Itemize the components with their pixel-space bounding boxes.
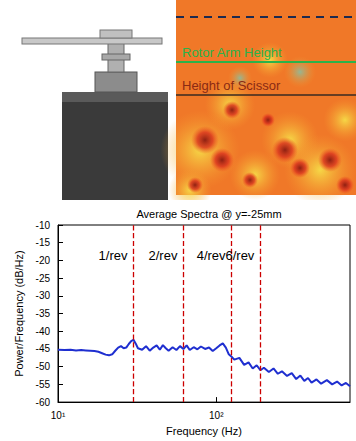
svg-text:-35: -35 bbox=[36, 308, 51, 319]
svg-text:-25: -25 bbox=[36, 273, 51, 284]
svg-text:-60: -60 bbox=[36, 397, 51, 408]
svg-text:-15: -15 bbox=[36, 237, 51, 248]
svg-text:-30: -30 bbox=[36, 290, 51, 301]
svg-text:Frequency (Hz): Frequency (Hz) bbox=[166, 425, 242, 437]
svg-text:-20: -20 bbox=[36, 255, 51, 266]
svg-text:Average Spectra @ y=-25mm: Average Spectra @ y=-25mm bbox=[136, 208, 281, 220]
svg-text:4/rev: 4/rev bbox=[197, 248, 226, 263]
svg-text:Power/Frequency (dB/Hz): Power/Frequency (dB/Hz) bbox=[13, 250, 25, 377]
svg-text:-40: -40 bbox=[36, 326, 51, 337]
svg-text:-55: -55 bbox=[36, 379, 51, 390]
svg-text:-45: -45 bbox=[36, 343, 51, 354]
svg-text:1/rev: 1/rev bbox=[99, 248, 128, 263]
svg-text:2/rev: 2/rev bbox=[148, 248, 177, 263]
svg-text:-50: -50 bbox=[36, 361, 51, 372]
svg-text:10¹: 10¹ bbox=[51, 410, 66, 421]
svg-text:-10: -10 bbox=[36, 220, 51, 231]
svg-text:Rotor Arm Height: Rotor Arm Height bbox=[182, 45, 282, 60]
svg-text:10²: 10² bbox=[209, 410, 224, 421]
svg-text:6/rev: 6/rev bbox=[225, 248, 254, 263]
svg-text:Height of Scissor: Height of Scissor bbox=[182, 78, 281, 93]
